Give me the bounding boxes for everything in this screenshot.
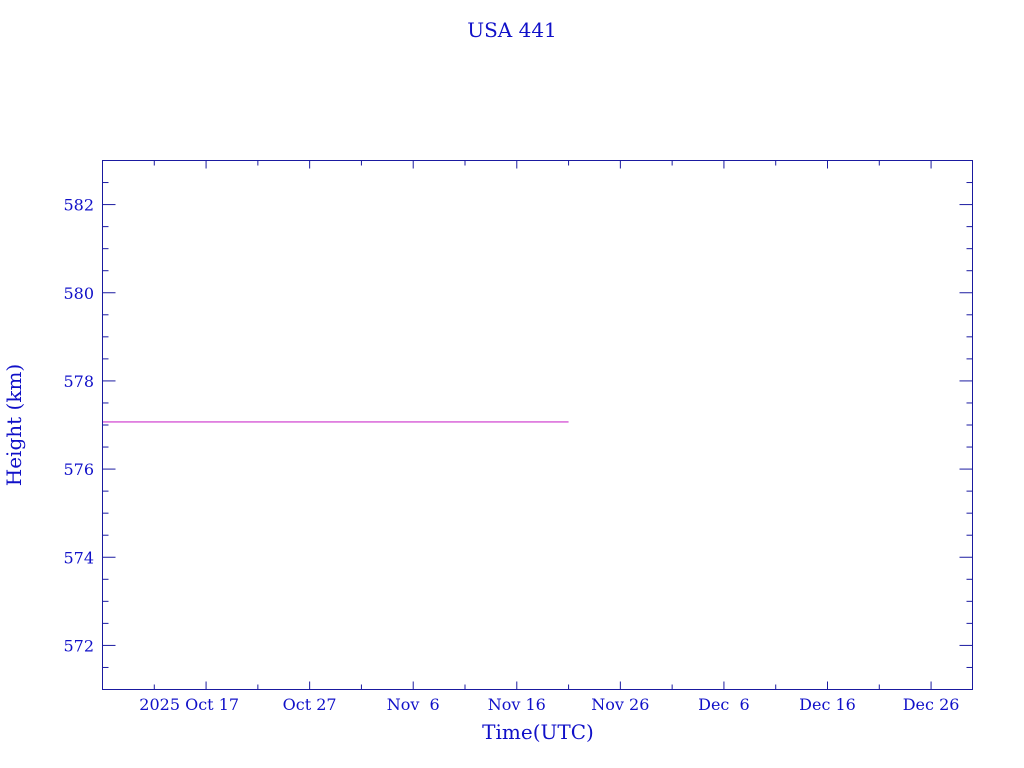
x-tick-label: Dec 26 (903, 695, 960, 714)
x-tick-label: Nov 16 (488, 695, 546, 714)
x-tick-label: 2025 Oct 17 (139, 695, 239, 714)
y-tick-label: 572 (63, 636, 94, 655)
x-axis-label: Time(UTC) (482, 720, 594, 744)
x-tick-label: Nov 6 (387, 695, 440, 714)
x-tick-label: Oct 27 (283, 695, 337, 714)
y-axis-label: Height (km) (2, 364, 26, 486)
y-tick-label: 582 (63, 196, 94, 215)
y-tick-label: 576 (63, 460, 94, 479)
chart-title: USA 441 (467, 18, 557, 42)
y-tick-label: 580 (63, 284, 94, 303)
x-tick-label: Dec 16 (799, 695, 856, 714)
y-tick-label: 578 (63, 372, 94, 391)
x-tick-label: Dec 6 (698, 695, 750, 714)
y-tick-label: 574 (63, 548, 94, 567)
x-tick-label: Nov 26 (591, 695, 649, 714)
plot-frame (102, 160, 973, 690)
